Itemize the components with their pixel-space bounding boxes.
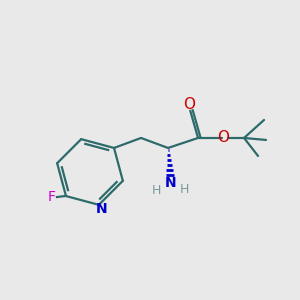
Text: O: O <box>217 130 229 146</box>
Text: O: O <box>183 98 195 112</box>
Text: N: N <box>165 176 177 190</box>
Text: N: N <box>96 202 108 216</box>
Text: H: H <box>179 184 189 196</box>
Text: F: F <box>48 190 56 204</box>
Text: H: H <box>152 184 161 197</box>
